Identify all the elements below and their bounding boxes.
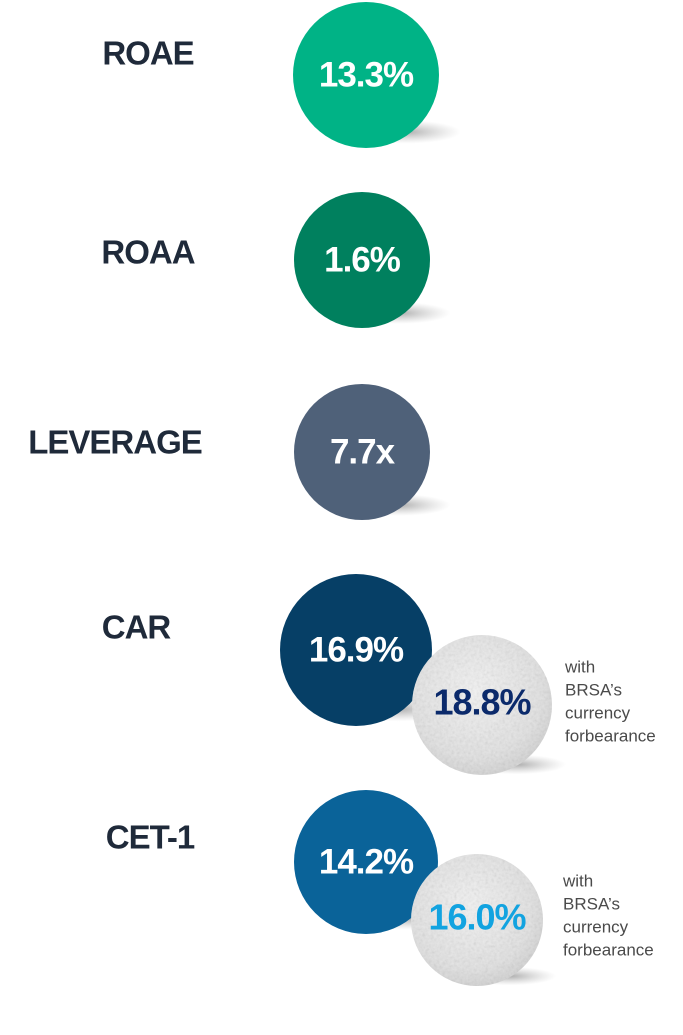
metric-value: 13.3% [319, 55, 414, 94]
metric-circle [280, 574, 432, 726]
metric-circle [294, 790, 438, 934]
metric-circle [294, 192, 430, 328]
metric-label: ROAE [102, 35, 193, 72]
metric-label: LEVERAGE [28, 424, 202, 461]
metric-label: CET-1 [106, 819, 195, 856]
metric-label: ROAA [101, 234, 194, 271]
note-line: with [564, 657, 595, 676]
secondary-value: 18.8% [433, 682, 531, 723]
metric-value: 7.7x [330, 432, 396, 471]
secondary-value: 16.0% [428, 897, 526, 938]
note-line: with [562, 871, 593, 890]
metric-value: 1.6% [324, 240, 401, 279]
note-line: currency [565, 703, 631, 722]
metric-label: CAR [102, 609, 172, 646]
secondary-circle [411, 854, 543, 986]
note-line: forbearance [565, 726, 656, 745]
note-line: BRSA’s [565, 680, 622, 699]
secondary-circle [412, 635, 552, 775]
note-line: forbearance [563, 940, 654, 959]
metric-circle [294, 384, 430, 520]
note-line: BRSA’s [563, 894, 620, 913]
metric-value: 14.2% [319, 842, 414, 881]
note-line: currency [563, 917, 629, 936]
metric-value: 16.9% [309, 630, 404, 669]
metric-circle [293, 2, 439, 148]
